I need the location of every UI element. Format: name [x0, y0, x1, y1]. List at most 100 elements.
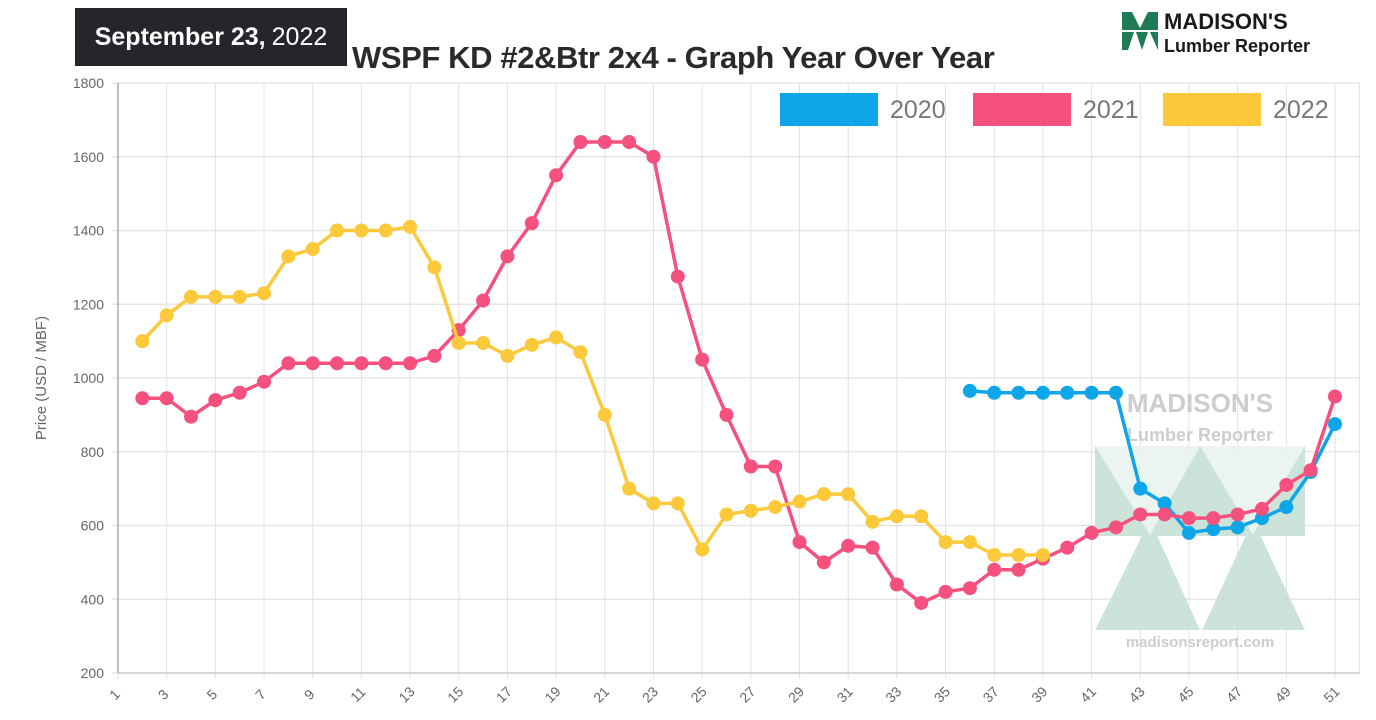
data-point-2022 [305, 241, 320, 256]
x-tick-label: 39 [1028, 683, 1050, 705]
watermark-triangle [1095, 520, 1200, 630]
data-point-2022 [914, 509, 929, 524]
data-point-2022 [889, 509, 904, 524]
data-point-2022 [476, 335, 491, 350]
x-tick-label: 7 [252, 686, 269, 703]
x-tick-label: 21 [590, 683, 612, 705]
data-point-2021 [1254, 501, 1269, 516]
legend-label: 2021 [1083, 96, 1139, 124]
series-line-2020 [969, 389, 1337, 535]
data-point-2021 [1060, 540, 1075, 555]
data-point-2021 [549, 168, 564, 183]
data-point-2021 [476, 293, 491, 308]
madisons-logo: MADISON'S Lumber Reporter [1122, 9, 1310, 56]
data-point-2022 [208, 289, 223, 304]
data-point-2021 [159, 391, 174, 406]
y-tick-label: 1600 [73, 149, 104, 165]
watermark-triangle [1202, 520, 1305, 630]
data-point-2021 [403, 356, 418, 371]
data-point-2021 [135, 391, 150, 406]
data-point-2022 [622, 481, 637, 496]
x-tick-label: 43 [1126, 683, 1148, 705]
x-tick-label: 33 [882, 683, 904, 705]
x-tick-label: 41 [1077, 683, 1099, 705]
data-point-2021 [914, 595, 929, 610]
data-point-2021 [792, 535, 807, 550]
y-tick-label: 200 [81, 665, 105, 681]
data-point-2020 [1035, 385, 1050, 400]
x-tick-label: 15 [444, 683, 466, 705]
x-tick-label: 27 [736, 683, 758, 705]
data-point-2021 [670, 269, 685, 284]
logo-line2: Lumber Reporter [1164, 36, 1310, 56]
data-point-2021 [524, 216, 539, 231]
chart-title: WSPF KD #2&Btr 2x4 - Graph Year Over Yea… [352, 40, 995, 75]
data-point-2021 [1084, 525, 1099, 540]
data-point-2020 [987, 385, 1002, 400]
data-point-2021 [987, 562, 1002, 577]
data-point-2022 [962, 535, 977, 550]
y-tick-label: 1000 [73, 370, 104, 386]
legend-label: 2020 [890, 96, 946, 124]
x-tick-label: 11 [347, 684, 369, 706]
data-point-2021 [354, 356, 369, 371]
logo-line1: MADISON'S [1164, 9, 1288, 34]
data-point-2022 [159, 308, 174, 323]
x-tick-label: 5 [203, 686, 220, 703]
data-point-2022 [330, 223, 345, 238]
date-badge: September 23, 2022 [75, 8, 347, 66]
x-tick-label: 13 [395, 683, 417, 705]
data-point-2022 [232, 289, 247, 304]
legend-swatch [780, 93, 878, 126]
watermark-line2: Lumber Reporter [1127, 425, 1273, 445]
data-point-2021 [573, 135, 588, 149]
date-text: September 23, [94, 22, 266, 51]
data-point-2022 [500, 348, 515, 363]
data-point-2022 [865, 514, 880, 529]
data-point-2022 [549, 330, 564, 345]
data-point-2020 [1133, 481, 1148, 496]
data-point-2020 [1108, 385, 1123, 400]
data-point-2021 [257, 374, 272, 389]
data-point-2021 [1303, 463, 1318, 478]
y-tick-label: 1400 [73, 223, 104, 239]
x-tick-label: 45 [1174, 683, 1196, 705]
data-point-2021 [427, 348, 442, 363]
y-tick-label: 800 [81, 444, 105, 460]
data-point-2021 [1108, 520, 1123, 535]
data-point-2021 [1328, 389, 1342, 404]
x-tick-label: 37 [980, 683, 1002, 705]
x-tick-label: 49 [1272, 683, 1294, 705]
data-point-2022 [646, 496, 661, 511]
data-point-2022 [719, 507, 734, 522]
data-point-2022 [597, 407, 612, 422]
series-line-2022 [141, 225, 1043, 557]
x-tick-label: 31 [833, 683, 855, 705]
data-point-2020 [1279, 500, 1294, 515]
data-point-2021 [597, 135, 612, 149]
x-tick-label: 17 [493, 683, 515, 705]
legend-item-2021: 2021 [973, 93, 1139, 126]
data-point-2022 [841, 487, 856, 502]
data-point-2021 [622, 135, 637, 149]
x-tick-label: 1 [106, 686, 123, 703]
legend-swatch [1163, 93, 1261, 126]
x-tick-label: 19 [541, 683, 563, 705]
data-point-2022 [987, 548, 1002, 562]
data-point-2021 [1206, 511, 1221, 526]
data-point-2022 [816, 487, 831, 502]
data-point-2021 [208, 393, 223, 408]
data-point-2021 [378, 356, 393, 371]
legend-swatch [973, 93, 1071, 126]
data-point-2021 [1011, 562, 1026, 577]
watermark-line1: MADISON'S [1127, 388, 1273, 418]
data-point-2021 [646, 149, 661, 164]
data-point-2022 [135, 334, 150, 349]
data-point-2020 [962, 383, 977, 398]
y-tick-label: 1800 [73, 75, 104, 91]
y-tick-label: 400 [81, 591, 105, 607]
data-point-2021 [962, 581, 977, 596]
data-point-2022 [938, 535, 953, 550]
y-tick-label: 1200 [73, 296, 104, 312]
